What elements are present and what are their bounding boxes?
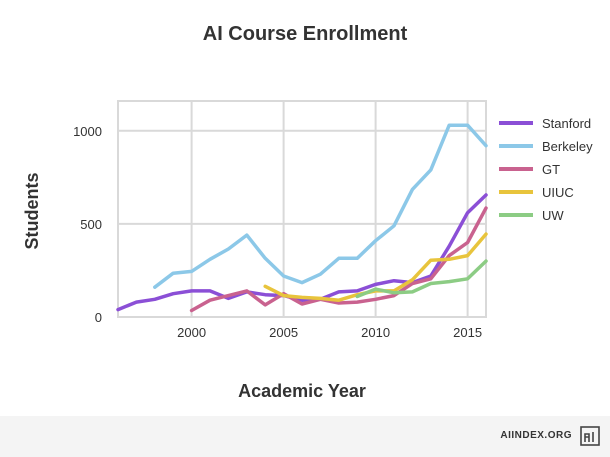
site-link[interactable]: AIINDEX.ORG [500,430,572,441]
y-axis-ticks: 0 500 1000 [73,124,102,325]
x-tick-label: 2015 [453,325,482,340]
series-lines [116,123,488,313]
y-tick-label: 1000 [73,124,102,139]
x-axis-ticks: 2000 2005 2010 2015 [177,325,482,340]
series-line-gt [189,206,488,313]
series-line-stanford [116,193,488,312]
grid [118,101,486,318]
footer: AIINDEX.ORG [0,416,610,457]
legend-label: UW [542,208,564,223]
x-tick-label: 2010 [361,325,390,340]
legend-label: UIUC [542,185,574,200]
legend: Stanford Berkeley GT UIUC UW [499,116,593,223]
y-tick-label: 500 [80,217,102,232]
series-line-berkeley [153,123,488,289]
x-axis-label: Academic Year [238,381,366,401]
y-tick-label: 0 [95,310,102,325]
legend-label: Berkeley [542,139,593,154]
legend-label: GT [542,162,560,177]
x-tick-label: 2005 [269,325,298,340]
legend-label: Stanford [542,116,591,131]
x-tick-label: 2000 [177,325,206,340]
ai-index-logo-icon [580,426,600,446]
series-line-uw [355,259,488,299]
chart-title: AI Course Enrollment [203,23,408,45]
y-axis-label: Students [22,172,42,249]
